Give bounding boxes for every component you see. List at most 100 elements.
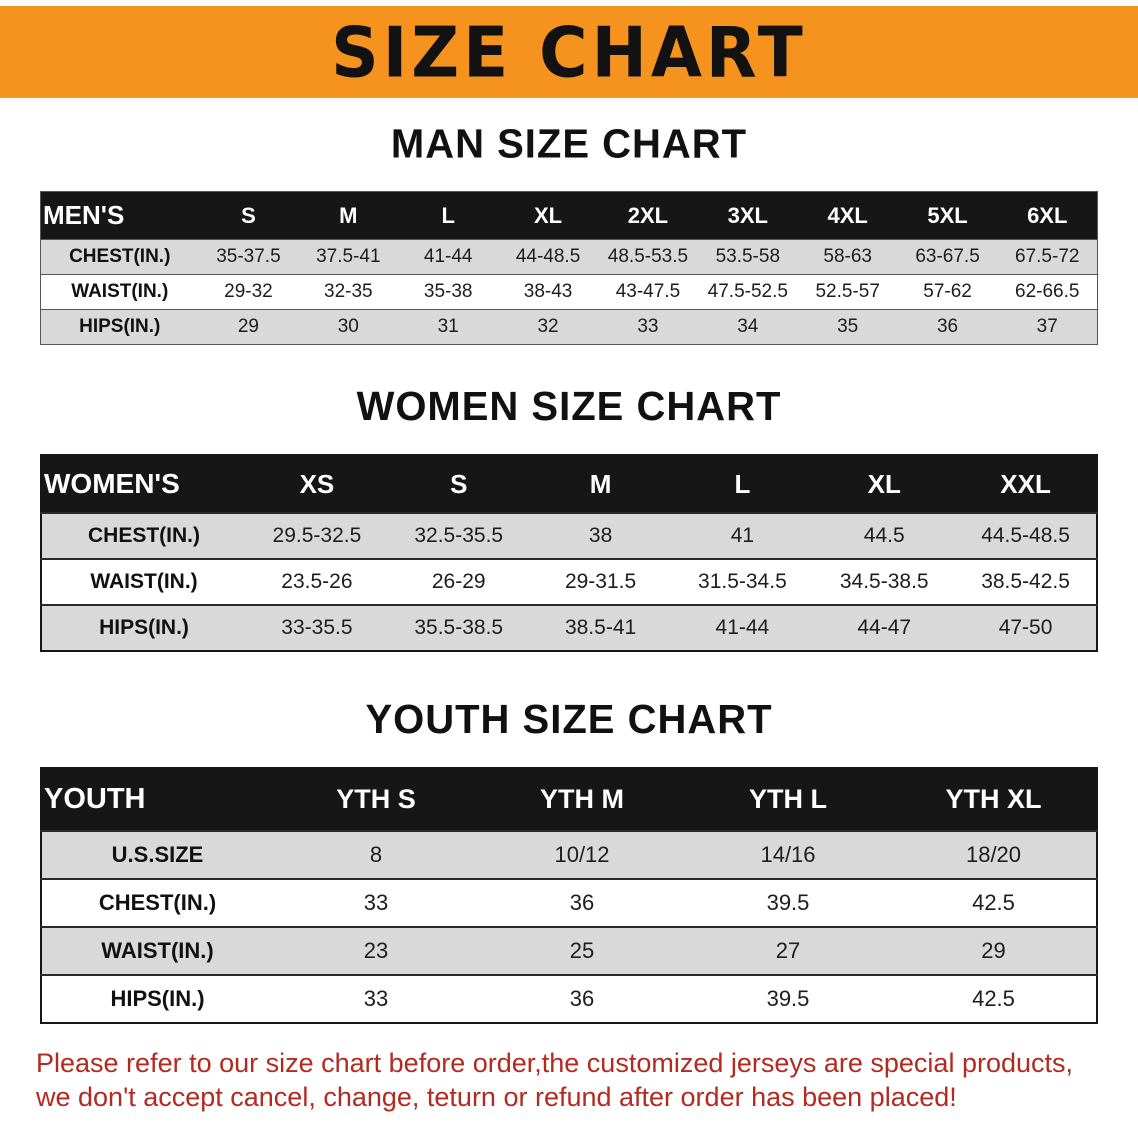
size-value: 33: [363, 890, 389, 915]
size-value: 29-31.5: [564, 570, 637, 593]
size-column-header: XXL: [955, 455, 1097, 513]
size-column-header: XL: [498, 191, 598, 240]
row-label: HIPS(IN.): [99, 616, 189, 639]
measurement-row: HIPS(IN.) 33 36 39.5 42.5: [41, 975, 1097, 1023]
size-value: 33-35.5: [281, 616, 353, 639]
measurement-row: WAIST(IN.) 23 25 27 29: [41, 927, 1097, 975]
size-value: 30: [337, 316, 359, 337]
size-column-header: 5XL: [897, 191, 998, 240]
size-value: 32-35: [324, 281, 373, 302]
table-name-header: WOMEN'S: [41, 455, 246, 513]
size-value: 29: [237, 316, 259, 337]
size-column-header: XL: [813, 455, 956, 513]
size-value: 38-43: [523, 281, 573, 302]
size-column-header: S: [387, 455, 530, 513]
size-value: 41: [730, 524, 755, 547]
size-value: 34: [737, 316, 759, 337]
youth-table-body: U.S.SIZE 8 10/12 14/16 18/20 CHEST(IN.) 33 36 39…: [41, 831, 1097, 1023]
size-value: 44.5: [863, 524, 905, 547]
size-value: 47.5-52.5: [707, 281, 788, 302]
size-value: 8: [369, 842, 383, 867]
men-size-table: MEN'S S M L XL 2XL 3XL 4XL 5XL 6XL CHEST(IN.) 35-3…: [40, 191, 1098, 345]
row-label: WAIST(IN.): [101, 938, 214, 963]
row-label: WAIST(IN.): [90, 570, 198, 593]
size-value: 33: [363, 986, 389, 1011]
size-column-header: L: [671, 455, 814, 513]
size-chart-banner: SIZE CHART: [0, 6, 1138, 98]
size-value: 34.5-38.5: [839, 570, 929, 593]
size-value: 58-63: [823, 246, 872, 267]
men-size-chart-section: MAN SIZE CHART MEN'S S M L XL 2XL 3XL 4XL 5XL 6XL…: [0, 122, 1138, 345]
size-value: 27: [775, 938, 801, 963]
header-row: MEN'S S M L XL 2XL 3XL 4XL 5XL 6XL: [40, 191, 1098, 240]
size-value: 44.5-48.5: [981, 524, 1070, 547]
size-value: 48.5-53.5: [607, 246, 689, 267]
women-size-table: WOMEN'S XS S M L XL XXL CHEST(IN.) 29.5-32.5 32.…: [40, 454, 1098, 652]
men-table-header: MEN'S S M L XL 2XL 3XL 4XL 5XL 6XL: [40, 191, 1098, 240]
size-value: 35.5-38.5: [414, 616, 504, 639]
size-column-header: M: [529, 455, 672, 513]
size-value: 18/20: [965, 842, 1022, 867]
youth-table-header: YOUTH YTH S YTH M YTH L YTH XL: [41, 768, 1097, 831]
size-value: 63-67.5: [915, 246, 980, 267]
size-value: 53.5-58: [715, 246, 781, 267]
size-value: 67.5-72: [1015, 246, 1080, 267]
size-value: 44-48.5: [515, 246, 581, 267]
banner-title: SIZE CHART: [331, 11, 807, 93]
measurement-row: HIPS(IN.) 33-35.5 35.5-38.5 38.5-41 41-44 44-…: [41, 605, 1097, 651]
size-value: 39.5: [766, 986, 810, 1011]
row-label: CHEST(IN.): [98, 890, 217, 915]
size-value: 42.5: [972, 986, 1015, 1011]
size-value: 52.5-57: [815, 281, 880, 302]
size-value: 36: [569, 986, 595, 1011]
size-value: 31: [437, 316, 459, 337]
size-column-header: S: [198, 191, 299, 240]
row-label: CHEST(IN.): [69, 246, 171, 267]
size-column-header: 4XL: [797, 191, 898, 240]
size-column-header: 2XL: [598, 191, 698, 240]
size-value: 23.5-26: [281, 570, 353, 593]
measurement-row: CHEST(IN.) 35-37.5 37.5-41 41-44 44-48.5 48.5…: [40, 239, 1098, 275]
measurement-row: WAIST(IN.) 29-32 32-35 35-38 38-43 43-47.5 47.…: [40, 274, 1098, 310]
row-label: CHEST(IN.): [88, 524, 200, 547]
table-name-header: YOUTH: [41, 768, 273, 831]
size-value: 47-50: [998, 616, 1053, 639]
size-value: 43-47.5: [615, 281, 681, 302]
size-value: 39.5: [766, 890, 810, 915]
size-value: 14/16: [760, 842, 816, 867]
men-table-body: CHEST(IN.) 35-37.5 37.5-41 41-44 44-48.5 48.5…: [40, 239, 1098, 345]
women-size-chart-section: WOMEN SIZE CHART WOMEN'S XS S M L XL XXL CHEST…: [0, 385, 1138, 652]
size-column-header: M: [298, 191, 399, 240]
size-column-header: YTH M: [479, 768, 685, 831]
size-value: 42.5: [972, 890, 1015, 915]
size-value: 29.5-32.5: [272, 524, 362, 547]
size-column-header: YTH L: [685, 768, 891, 831]
measurement-row: CHEST(IN.) 29.5-32.5 32.5-35.5 38 41 44.5 44.5…: [41, 513, 1097, 559]
size-value: 38: [588, 524, 613, 547]
size-column-header: YTH XL: [891, 768, 1097, 831]
row-label: WAIST(IN.): [71, 281, 169, 302]
size-value: 29-32: [224, 281, 273, 302]
size-value: 10/12: [554, 842, 610, 867]
size-value: 35-38: [423, 281, 473, 302]
women-table-body: CHEST(IN.) 29.5-32.5 32.5-35.5 38 41 44.5 44.5…: [41, 513, 1097, 651]
size-column-header: YTH S: [273, 768, 479, 831]
women-table-header: WOMEN'S XS S M L XL XXL: [41, 455, 1097, 513]
size-value: 41-44: [423, 246, 473, 267]
disclaimer-line-1: Please refer to our size chart before or…: [36, 1048, 1074, 1078]
size-value: 38.5-41: [564, 616, 637, 639]
disclaimer: Please refer to our size chart before or…: [0, 1048, 1138, 1113]
size-value: 57-62: [923, 281, 972, 302]
size-value: 32.5-35.5: [414, 524, 504, 547]
table-name-header: MEN'S: [40, 191, 199, 240]
size-value: 36: [569, 890, 595, 915]
measurement-row: HIPS(IN.) 29 30 31 32 33 34 35 36 37: [40, 309, 1098, 345]
size-value: 23: [363, 938, 389, 963]
women-section-title: WOMEN SIZE CHART: [356, 384, 782, 430]
youth-size-table: YOUTH YTH S YTH M YTH L YTH XL U.S.SIZE 8 10/1…: [40, 767, 1098, 1024]
size-value: 35-37.5: [216, 246, 281, 267]
size-value: 41-44: [715, 616, 770, 639]
row-label: U.S.SIZE: [111, 842, 204, 867]
size-value: 32: [537, 316, 559, 337]
size-column-header: XS: [246, 455, 388, 513]
